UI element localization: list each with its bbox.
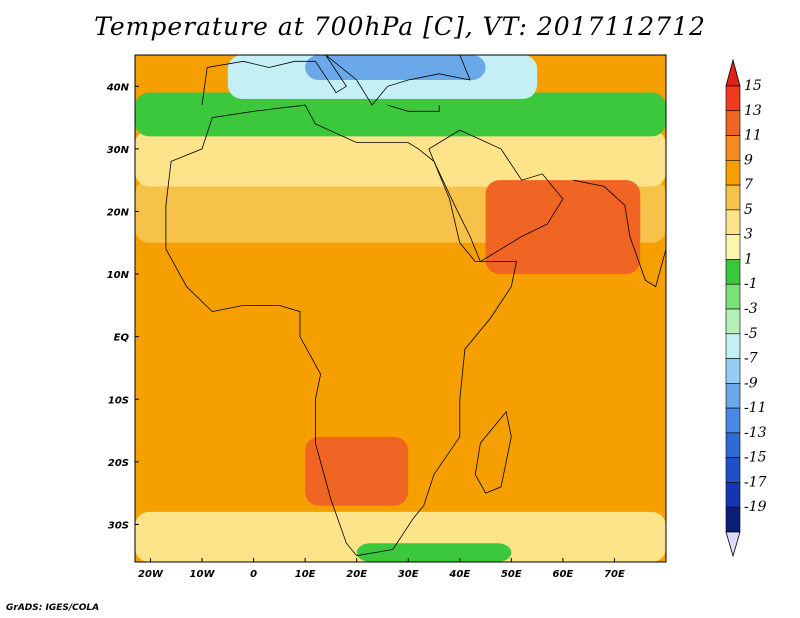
lat-tick-label: 40N	[106, 82, 130, 93]
colorbar-label: -9	[744, 375, 758, 391]
longitude-axis: 20W 10W 0 10E 20E 30E 40E 50E 60E 70E	[138, 558, 625, 580]
lat-tick-label: 30N	[107, 145, 130, 156]
colorbar-swatch	[725, 110, 741, 136]
colorbar-swatch	[725, 234, 741, 260]
colorbar-label: -17	[744, 474, 767, 490]
colorbar-swatch	[725, 383, 741, 409]
colorbar-label: -11	[744, 400, 767, 416]
colorbar-swatch	[725, 333, 741, 359]
field-cool-south	[135, 511, 666, 562]
colorbar-label: -5	[744, 326, 758, 342]
colorbar-swatch	[725, 432, 741, 458]
india-coastline	[573, 179, 666, 288]
colorbar-label: -15	[744, 450, 767, 466]
colorbar-label: 13	[744, 103, 762, 119]
africa-coastline	[165, 104, 517, 557]
colorbar-top-arrow	[725, 58, 741, 87]
colorbar-swatch	[725, 308, 741, 335]
lon-tick-label: 40E	[448, 569, 470, 580]
coastlines	[165, 55, 666, 557]
colorbar-swatch	[725, 135, 741, 161]
colorbar-label: -1	[744, 276, 758, 292]
colorbar-swatch	[725, 259, 741, 285]
chart-title: Temperature at 700hPa [C], VT: 201711271…	[94, 12, 706, 41]
colorbar-swatch	[725, 184, 741, 211]
lat-tick-label: 10S	[108, 395, 129, 406]
colorbar-label: 3	[744, 227, 753, 243]
colorbar-label: 5	[744, 202, 753, 218]
grads-credit: GrADS: IGES/COLA	[6, 603, 100, 613]
field-warm-band-upper	[135, 130, 666, 187]
madagascar-coastline	[474, 410, 512, 494]
colorbar-swatch	[725, 482, 741, 508]
colorbar-label: -3	[744, 301, 758, 317]
europe-coastline	[201, 55, 471, 106]
lat-tick-label: EQ	[114, 333, 130, 344]
lon-tick-label: 0	[250, 569, 257, 580]
lat-tick-label: 10N	[107, 270, 130, 281]
lon-tick-label: 10W	[190, 569, 216, 580]
latitude-axis: 40N 30N 20N 10N EQ 10S 20S 30S	[106, 82, 139, 531]
colorbar-label: 1	[744, 251, 753, 267]
colorbar-label: 15	[744, 78, 762, 94]
colorbar-label: 9	[744, 152, 753, 168]
colorbar-swatch	[725, 209, 741, 235]
arabia-coastline	[428, 129, 564, 263]
colorbar-label: -13	[744, 425, 767, 441]
colorbar-swatch	[725, 506, 741, 533]
turkey-coastline	[387, 104, 440, 112]
lon-tick-label: 50E	[501, 569, 522, 580]
field-cool-band	[135, 92, 666, 137]
temperature-field	[135, 55, 666, 562]
lon-tick-label: 20W	[138, 569, 164, 580]
lon-tick-label: 70E	[604, 569, 625, 580]
colorbar-swatch	[725, 358, 741, 384]
colorbar-swatch	[725, 283, 741, 310]
lat-tick-label: 30S	[108, 520, 129, 531]
colorbar-swatch	[725, 407, 741, 434]
colorbar-swatch	[725, 160, 741, 186]
colorbar-swatch	[725, 457, 741, 483]
field-cold-south	[356, 543, 512, 562]
field-hot-southern-africa	[305, 436, 409, 506]
colorbar-swatch	[725, 85, 741, 112]
lon-tick-label: 60E	[553, 569, 574, 580]
colorbar-legend: 15 13 11 9 7 5 3 1 -1 -3 -5 -7 -9 -11 -13 -15 -17 -19	[725, 58, 767, 558]
lon-tick-label: 30E	[398, 569, 419, 580]
colorbar-label: 11	[744, 128, 762, 144]
lon-tick-label: 10E	[295, 569, 316, 580]
lon-tick-label: 20E	[346, 569, 367, 580]
colorbar-label: 7	[744, 177, 753, 193]
lat-tick-label: 20N	[107, 207, 130, 218]
colorbar-bottom-arrow	[725, 531, 741, 558]
colorbar-label: -19	[744, 499, 767, 515]
map-frame	[134, 54, 667, 563]
lat-tick-label: 20S	[108, 458, 129, 469]
field-hot-arabia	[485, 180, 641, 275]
field-cold-core	[305, 55, 486, 81]
colorbar-label: -7	[744, 351, 758, 367]
